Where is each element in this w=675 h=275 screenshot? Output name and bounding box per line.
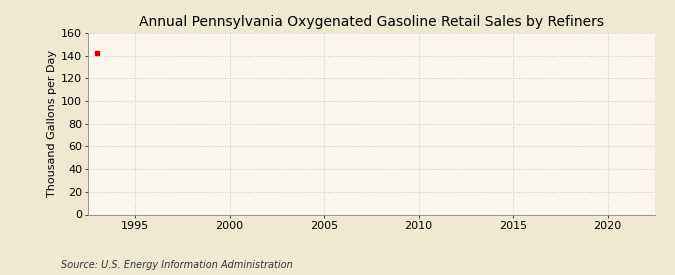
Y-axis label: Thousand Gallons per Day: Thousand Gallons per Day <box>47 50 57 197</box>
Title: Annual Pennsylvania Oxygenated Gasoline Retail Sales by Refiners: Annual Pennsylvania Oxygenated Gasoline … <box>139 15 603 29</box>
Text: Source: U.S. Energy Information Administration: Source: U.S. Energy Information Administ… <box>61 260 292 270</box>
